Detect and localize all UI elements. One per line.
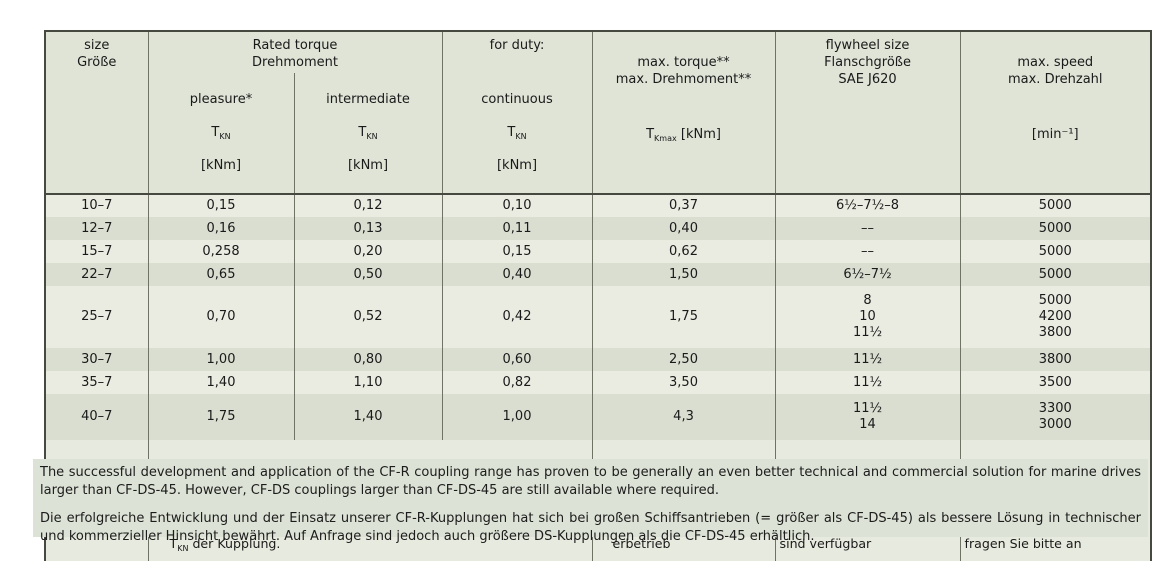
cell-flywheel: 11½ (774, 371, 961, 394)
table-row: 12–7 0,16 0,13 0,11 0,40 –– 5000 (45, 217, 1152, 240)
description-paragraph-de: Die erfolgreiche Entwicklung und der Ein… (40, 511, 1141, 544)
cell-speed: 3300 3000 (959, 394, 1152, 440)
cell-pleasure: 0,65 (147, 263, 294, 286)
cell-speed: 5000 (959, 263, 1152, 286)
table-row: 10–7 0,15 0,12 0,10 0,37 6½–7½–8 5000 (45, 194, 1152, 217)
cell-speed: 5000 (959, 240, 1152, 263)
max-torque-title: max. torque** max. Drehmoment** (615, 55, 752, 87)
cell-max-torque: 1,75 (591, 286, 776, 348)
cell-speed: 5000 (959, 217, 1152, 240)
cell-max-torque: 0,40 (591, 217, 776, 240)
cell-speed: 3500 (959, 371, 1152, 394)
cell-size: 30–7 (45, 348, 148, 371)
cell-continuous: 0,42 (441, 286, 593, 348)
cell-intermediate: 0,12 (293, 194, 443, 217)
col-header-rated-torque: Rated torque Drehmoment (147, 31, 443, 73)
col-subheader-pleasure: pleasure* TKN [kNm] (147, 73, 294, 195)
cell-max-torque: 1,50 (591, 263, 776, 286)
cell-size: 25–7 (45, 286, 148, 348)
cell-pleasure: 1,40 (147, 371, 294, 394)
table-row: 25–7 0,70 0,52 0,42 1,75 8 10 11½ 5000 4… (45, 286, 1152, 348)
cell-continuous: 1,00 (441, 394, 593, 440)
cell-flywheel: 11½ 14 (774, 394, 961, 440)
cell-max-torque: 0,62 (591, 240, 776, 263)
cell-pleasure: 1,00 (147, 348, 294, 371)
cell-flywheel: –– (774, 240, 961, 263)
table-header: size Größe Rated torque Drehmoment for d… (45, 31, 1152, 195)
cell-size: 15–7 (45, 240, 148, 263)
cell-continuous: 0,11 (441, 217, 593, 240)
cell-continuous: 0,10 (441, 194, 593, 217)
col-header-flywheel: flywheel size Flanschgröße SAE J620 (774, 31, 961, 195)
cell-size: 22–7 (45, 263, 148, 286)
cell-max-torque: 4,3 (591, 394, 776, 440)
max-speed-title: max. speed max. Drehzahl (1007, 55, 1103, 87)
cell-max-torque: 2,50 (591, 348, 776, 371)
cell-intermediate: 0,13 (293, 217, 443, 240)
cell-speed: 3800 (959, 348, 1152, 371)
max-speed-unit: [min⁻¹] (1031, 127, 1079, 142)
cell-size: 10–7 (45, 194, 148, 217)
cell-continuous: 0,40 (441, 263, 593, 286)
cell-flywheel: 11½ (774, 348, 961, 371)
cell-pleasure: 1,75 (147, 394, 294, 440)
col-header-max-torque: max. torque** max. Drehmoment** TKmax [k… (591, 31, 776, 195)
cell-intermediate: 0,80 (293, 348, 443, 371)
cell-intermediate: 1,40 (293, 394, 443, 440)
cell-pleasure: 0,258 (147, 240, 294, 263)
cell-flywheel: 6½–7½–8 (774, 194, 961, 217)
table-row: 30–7 1,00 0,80 0,60 2,50 11½ 3800 (45, 348, 1152, 371)
cell-size: 12–7 (45, 217, 148, 240)
cell-pleasure: 0,15 (147, 194, 294, 217)
cell-pleasure: 0,16 (147, 217, 294, 240)
table-row: 15–7 0,258 0,20 0,15 0,62 –– 5000 (45, 240, 1152, 263)
cell-intermediate: 0,52 (293, 286, 443, 348)
cell-continuous: 0,82 (441, 371, 593, 394)
cell-intermediate: 1,10 (293, 371, 443, 394)
description-paragraph-en: The successful development and applicati… (40, 465, 1141, 498)
table-row: 40–7 1,75 1,40 1,00 4,3 11½ 14 3300 3000 (45, 394, 1152, 440)
cell-flywheel: 8 10 11½ (774, 286, 961, 348)
col-header-for-duty: for duty: (441, 31, 593, 73)
cell-intermediate: 0,50 (293, 263, 443, 286)
col-subheader-continuous: continuous TKN [kNm] (441, 73, 593, 195)
cell-size: 40–7 (45, 394, 148, 440)
cell-continuous: 0,15 (441, 240, 593, 263)
col-header-size: size Größe (45, 31, 148, 195)
cell-flywheel: –– (774, 217, 961, 240)
cell-speed: 5000 (959, 194, 1152, 217)
table-row: 35–7 1,40 1,10 0,82 3,50 11½ 3500 (45, 371, 1152, 394)
cell-size: 35–7 (45, 371, 148, 394)
max-torque-unit: TKmax [kNm] (646, 127, 721, 143)
cell-pleasure: 0,70 (147, 286, 294, 348)
cell-max-torque: 0,37 (591, 194, 776, 217)
cell-speed: 5000 4200 3800 (959, 286, 1152, 348)
description-block: The successful development and applicati… (33, 459, 1148, 544)
col-subheader-intermediate: intermediate TKN [kNm] (293, 73, 443, 195)
cell-continuous: 0,60 (441, 348, 593, 371)
cell-flywheel: 6½–7½ (774, 263, 961, 286)
table-row: 22–7 0,65 0,50 0,40 1,50 6½–7½ 5000 (45, 263, 1152, 286)
cell-intermediate: 0,20 (293, 240, 443, 263)
col-header-max-speed: max. speed max. Drehzahl [min⁻¹] (959, 31, 1152, 195)
cell-max-torque: 3,50 (591, 371, 776, 394)
